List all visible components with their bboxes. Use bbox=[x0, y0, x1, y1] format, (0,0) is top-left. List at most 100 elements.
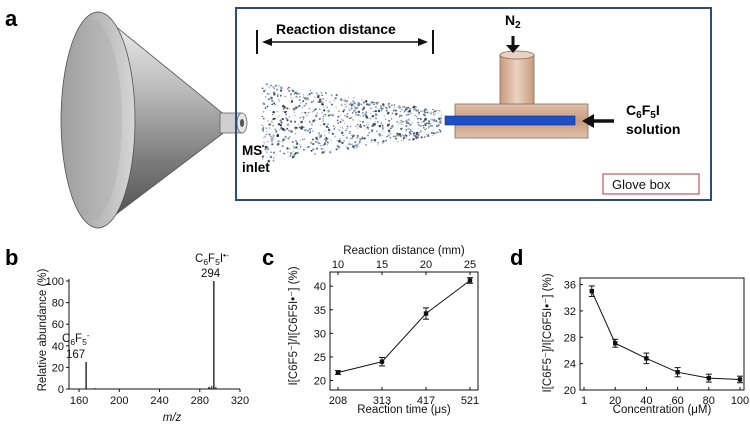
spray-droplet bbox=[368, 131, 371, 134]
spray-droplet bbox=[387, 129, 391, 133]
spray-droplet bbox=[345, 129, 347, 132]
spray-droplet bbox=[261, 87, 264, 90]
chart-d-frame bbox=[579, 277, 745, 391]
spray-droplet bbox=[341, 141, 344, 144]
spray-droplet bbox=[370, 137, 372, 139]
spray-droplet bbox=[286, 107, 289, 110]
spray-droplet bbox=[281, 145, 284, 148]
spray-droplet bbox=[359, 139, 362, 141]
spray-droplet bbox=[359, 120, 361, 122]
chart-d-xtick-label: 100 bbox=[731, 395, 749, 407]
spray-droplet bbox=[416, 136, 420, 139]
spray-droplet bbox=[305, 103, 307, 105]
spray-droplet bbox=[267, 97, 271, 101]
spray-droplet bbox=[319, 137, 321, 139]
spray-droplet bbox=[325, 138, 327, 140]
spray-droplet bbox=[384, 118, 387, 120]
spray-droplet bbox=[358, 142, 361, 145]
spray-droplet bbox=[273, 138, 275, 140]
spray-droplet bbox=[298, 148, 300, 151]
spray-droplet bbox=[377, 144, 379, 146]
spray-droplet bbox=[326, 144, 329, 146]
spray-droplet bbox=[413, 135, 415, 137]
spray-droplet bbox=[408, 109, 411, 113]
spray-droplet bbox=[300, 115, 303, 118]
chart-b-ytick-label: 60 bbox=[52, 319, 64, 331]
chart-c-ytick-label: 30 bbox=[314, 328, 326, 340]
spray-droplet bbox=[370, 112, 372, 114]
chart-c-point bbox=[423, 311, 429, 316]
spray-droplet bbox=[348, 143, 350, 146]
chart-d-point bbox=[706, 375, 711, 381]
spray-droplet bbox=[306, 97, 309, 100]
spray-droplet bbox=[365, 103, 369, 106]
spray-droplet bbox=[309, 120, 311, 123]
spray-droplet bbox=[286, 123, 290, 126]
spray-droplet bbox=[408, 128, 410, 130]
panel-label-c: c bbox=[262, 245, 274, 270]
spray-droplet bbox=[387, 103, 390, 105]
spray-droplet bbox=[328, 127, 330, 129]
spray-droplet bbox=[410, 133, 413, 136]
spray-droplet bbox=[272, 110, 275, 114]
spray-droplet bbox=[334, 127, 336, 129]
spray-droplet bbox=[304, 129, 307, 132]
chart-c-ytick-label: 20 bbox=[314, 376, 326, 388]
spray-droplet bbox=[272, 124, 275, 127]
chart-b-xtick-label: 200 bbox=[110, 395, 128, 407]
spray-droplet bbox=[404, 108, 407, 111]
spray-droplet bbox=[310, 92, 313, 95]
spray-droplet bbox=[337, 145, 341, 149]
spray-droplet bbox=[348, 127, 350, 129]
spray-droplet bbox=[350, 143, 352, 146]
spray-droplet bbox=[297, 152, 299, 155]
spray-droplet bbox=[291, 97, 293, 99]
spray-droplet bbox=[353, 105, 356, 108]
spray-droplet bbox=[339, 138, 341, 140]
spray-droplet bbox=[439, 122, 441, 124]
spray-droplet bbox=[318, 100, 322, 104]
spray-droplet bbox=[435, 132, 437, 134]
spray-droplet bbox=[381, 109, 383, 110]
spray-droplet bbox=[281, 118, 284, 121]
chart-c-ylabel: I[C6F5⁻]/I[C6F5I•⁻] (%) bbox=[288, 266, 300, 385]
spray-droplet bbox=[265, 89, 267, 91]
spray-droplet bbox=[271, 100, 274, 103]
spray-droplet bbox=[301, 107, 304, 109]
spray-droplet bbox=[355, 114, 357, 116]
spray-droplet bbox=[401, 135, 403, 137]
spray-droplet bbox=[412, 131, 416, 135]
spray-droplet bbox=[325, 130, 327, 132]
spray-droplet bbox=[409, 130, 412, 133]
spray-droplet bbox=[276, 93, 279, 96]
spray-droplet bbox=[430, 124, 434, 127]
spray-droplet bbox=[371, 128, 374, 131]
spray-droplet bbox=[329, 114, 332, 116]
chart-b-xtick-label: 280 bbox=[191, 395, 209, 407]
spray-droplet bbox=[294, 91, 297, 94]
spray-droplet bbox=[283, 111, 287, 114]
solution-label-line2: solution bbox=[626, 121, 680, 137]
spray-droplet bbox=[327, 138, 329, 140]
spray-droplet bbox=[385, 109, 388, 112]
spray-droplet bbox=[416, 136, 418, 138]
spray-droplet bbox=[359, 115, 361, 117]
spray-droplet bbox=[293, 120, 297, 123]
spray-droplet bbox=[352, 112, 354, 114]
spray-droplet bbox=[415, 109, 418, 112]
spray-droplet bbox=[266, 149, 269, 151]
spray-droplet bbox=[415, 114, 417, 116]
chart-c: 20 25 30 35 40 208 313 417 521 10 15 20 25 Reaction … bbox=[288, 245, 479, 416]
spray-droplet bbox=[361, 111, 364, 114]
spray-droplet bbox=[426, 128, 428, 130]
spray-droplet bbox=[265, 83, 268, 86]
spray-droplet bbox=[383, 130, 385, 132]
spray-droplet bbox=[339, 120, 342, 124]
spray-droplet bbox=[277, 140, 280, 143]
spray-droplet bbox=[423, 108, 426, 111]
spray-droplet bbox=[397, 140, 399, 143]
spray-droplet bbox=[394, 113, 396, 115]
spray-droplet bbox=[400, 120, 402, 122]
spray-droplet bbox=[298, 126, 301, 129]
spray-droplet bbox=[360, 103, 363, 106]
